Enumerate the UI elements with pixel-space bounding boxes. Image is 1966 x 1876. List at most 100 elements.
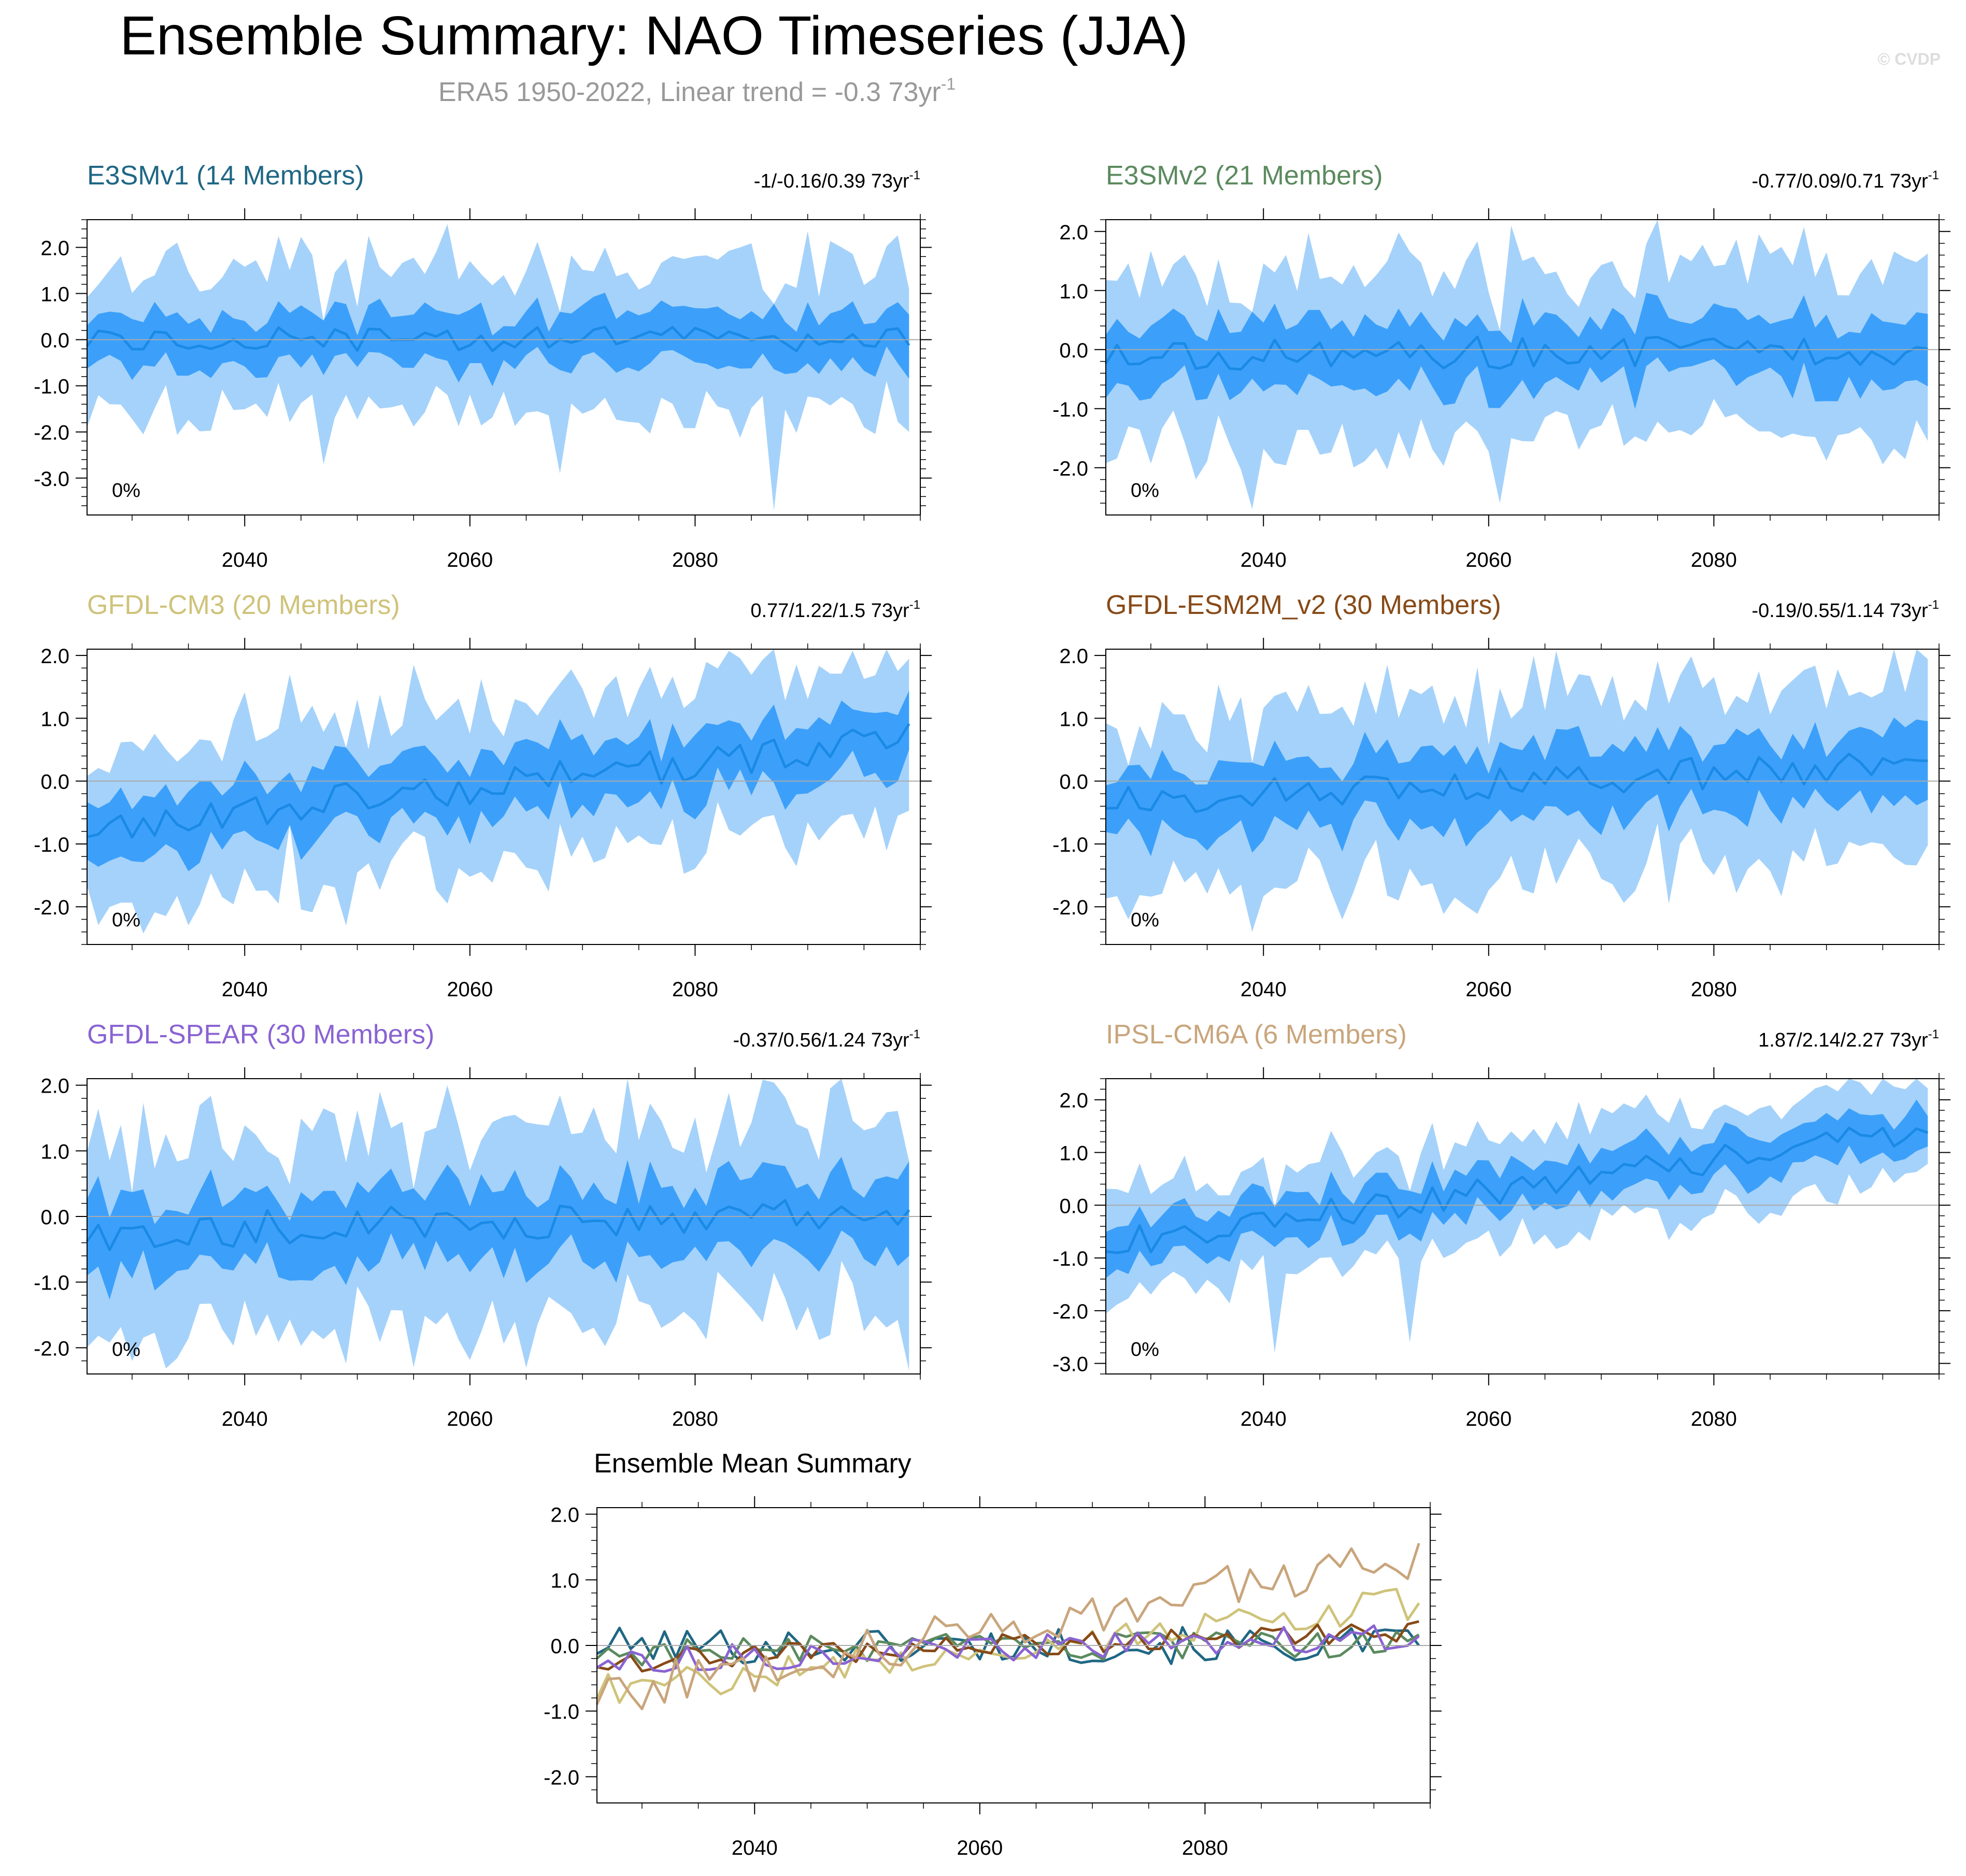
- x-tick-label: 2060: [447, 549, 493, 571]
- percent-label: 0%: [1131, 1339, 1159, 1361]
- y-tick-label: 0.0: [40, 1206, 69, 1229]
- panel-ipsl-cm6a: 2.0 1.0 0.0 -1.0 -2.0 -3.0 2040 2060 2080 IPSL-CM…: [1052, 1020, 1950, 1430]
- y-tick-label: 2.0: [40, 1075, 69, 1098]
- ensemble-mean-line: [86, 325, 910, 352]
- inner-spread-band: [1106, 717, 1928, 856]
- panel-gfdl-esm2m: 2.0 1.0 0.0 -1.0 -2.0 2040 2060 2080 GFDL-ESM2M_…: [1052, 590, 1950, 1001]
- x-tick-label: 2040: [1241, 1408, 1287, 1430]
- panel-trend-label: -0.37/0.56/1.24 73yr-1: [733, 1027, 920, 1051]
- y-tick-label: 1.0: [40, 1140, 69, 1163]
- percent-label: 0%: [1131, 909, 1159, 931]
- series-line-gfdl-spear: [596, 1624, 1420, 1673]
- ensemble-mean-line: [1105, 752, 1928, 813]
- y-tick-label: -2.0: [34, 422, 69, 445]
- x-tick-label: 2040: [222, 1408, 268, 1430]
- y-tick-label: -2.0: [1052, 896, 1088, 919]
- y-tick-label: -3.0: [34, 468, 69, 491]
- y-tick-label: 1.0: [1059, 1142, 1088, 1165]
- trend-text: -0.37/0.56/1.24 73yr: [733, 1029, 909, 1051]
- y-tick-label: 0.0: [40, 771, 69, 794]
- panel-title: GFDL-SPEAR (30 Members): [87, 1020, 434, 1050]
- y-tick-label: -1.0: [544, 1701, 579, 1724]
- panel-ensemble-mean: 2.0 1.0 0.0 -1.0 -2.0 2040 2060 2080 Ensemble Me…: [544, 1449, 1442, 1859]
- panel-title: E3SMv1 (14 Members): [87, 161, 364, 191]
- plot-frame: [1105, 219, 1940, 515]
- y-tick-label: 0.0: [40, 330, 69, 352]
- trend-text: -1/-0.16/0.39 73yr: [754, 170, 909, 192]
- panel-title: GFDL-ESM2M_v2 (30 Members): [1106, 590, 1501, 620]
- y-tick-label: -2.0: [544, 1766, 579, 1789]
- percent-label: 0%: [112, 480, 140, 502]
- plot-frame: [87, 1078, 921, 1374]
- y-tick-label: -1.0: [1052, 834, 1088, 856]
- series-line-ipsl-cm6a: [595, 1542, 1420, 1710]
- trend-superscript: -1: [909, 598, 920, 612]
- x-tick-label: 2060: [1465, 549, 1512, 571]
- panel-trend-label: -1/-0.16/0.39 73yr-1: [754, 168, 920, 192]
- y-tick-label: 2.0: [40, 237, 69, 260]
- panel-trend-label: 1.87/2.14/2.27 73yr-1: [1758, 1027, 1939, 1051]
- x-tick-label: 2040: [732, 1837, 778, 1859]
- y-tick-label: 0.0: [1059, 339, 1088, 362]
- y-tick-label: 2.0: [1059, 221, 1088, 244]
- x-tick-label: 2060: [447, 1408, 493, 1430]
- panel-container: 2.0 1.0 0.0 -1.0 -2.0 -3.0 2040 2060 2080 E3SMv1 …: [34, 161, 1950, 1859]
- trend-superscript: -1: [909, 168, 920, 182]
- ensemble-mean-line: [87, 723, 910, 839]
- x-tick-label: 2080: [672, 1408, 718, 1430]
- y-tick-label: 0.0: [550, 1635, 579, 1658]
- trend-superscript: -1: [1928, 598, 1939, 612]
- page-title: Ensemble Summary: NAO Timeseries (JJA): [120, 5, 1188, 66]
- x-tick-label: 2040: [1241, 549, 1287, 571]
- panel-e3smv1: 2.0 1.0 0.0 -1.0 -2.0 -3.0 2040 2060 2080 E3SMv1 …: [34, 161, 932, 571]
- x-tick-label: 2080: [1691, 549, 1737, 571]
- trend-text: -0.19/0.55/1.14 73yr: [1752, 600, 1928, 622]
- y-tick-label: -2.0: [1052, 457, 1088, 480]
- y-tick-label: 1.0: [550, 1569, 579, 1592]
- y-tick-label: 1.0: [1059, 280, 1088, 303]
- trend-text: 0.77/1.22/1.5 73yr: [750, 600, 909, 622]
- y-tick-label: 2.0: [40, 645, 69, 668]
- panel-trend-label: 0.77/1.22/1.5 73yr-1: [750, 598, 920, 622]
- y-tick-label: -2.0: [1052, 1300, 1088, 1323]
- percent-label: 0%: [112, 1339, 140, 1361]
- y-tick-label: 0.0: [1059, 1195, 1088, 1218]
- x-tick-label: 2040: [222, 549, 268, 571]
- outer-spread-band: [1106, 1079, 1928, 1353]
- y-tick-label: -1.0: [34, 1272, 69, 1295]
- x-tick-label: 2040: [1241, 978, 1287, 1001]
- panel-title: Ensemble Mean Summary: [594, 1449, 911, 1479]
- ensemble-mean-line: [86, 1199, 910, 1251]
- trend-text: -0.77/0.09/0.71 73yr: [1752, 170, 1928, 192]
- panel-trend-label: -0.19/0.55/1.14 73yr-1: [1752, 598, 1939, 622]
- plot-frame: [596, 1507, 1431, 1803]
- percent-label: 0%: [1131, 480, 1159, 502]
- x-tick-label: 2040: [222, 978, 268, 1001]
- x-tick-label: 2080: [1691, 978, 1737, 1001]
- y-tick-label: 2.0: [550, 1504, 579, 1527]
- x-tick-label: 2080: [672, 549, 718, 571]
- y-tick-label: 2.0: [1059, 645, 1088, 668]
- y-tick-label: 2.0: [1059, 1090, 1088, 1112]
- trend-superscript: -1: [1928, 168, 1939, 182]
- y-tick-label: 0.0: [1059, 771, 1088, 794]
- trend-superscript: -1: [1928, 1027, 1939, 1041]
- ensemble-mean-line: [1104, 335, 1928, 371]
- ensemble-mean-line: [1105, 1126, 1929, 1254]
- page-subtitle: ERA5 1950-2022, Linear trend = -0.3 73yr…: [438, 75, 956, 107]
- y-tick-label: 1.0: [40, 708, 69, 731]
- y-tick-label: -2.0: [34, 896, 69, 919]
- y-tick-label: -1.0: [34, 376, 69, 398]
- subtitle-text: ERA5 1950-2022, Linear trend = -0.3 73yr: [438, 77, 941, 107]
- panel-gfdl-spear: 2.0 1.0 0.0 -1.0 -2.0 2040 2060 2080 GFDL-SPEAR …: [34, 1020, 932, 1430]
- plot-frame: [1105, 649, 1940, 945]
- x-tick-label: 2060: [1465, 1408, 1512, 1430]
- panel-title: GFDL-CM3 (20 Members): [87, 590, 400, 620]
- x-tick-label: 2060: [957, 1837, 1003, 1859]
- cvdp-watermark: © CVDP: [1878, 50, 1941, 68]
- panel-gfdl-cm3: 2.0 1.0 0.0 -1.0 -2.0 2040 2060 2080 GFDL-CM3 (2…: [34, 590, 932, 1001]
- x-tick-label: 2080: [1182, 1837, 1228, 1859]
- plot-frame: [87, 649, 921, 945]
- y-tick-label: -2.0: [34, 1337, 69, 1360]
- panel-title: E3SMv2 (21 Members): [1106, 161, 1383, 191]
